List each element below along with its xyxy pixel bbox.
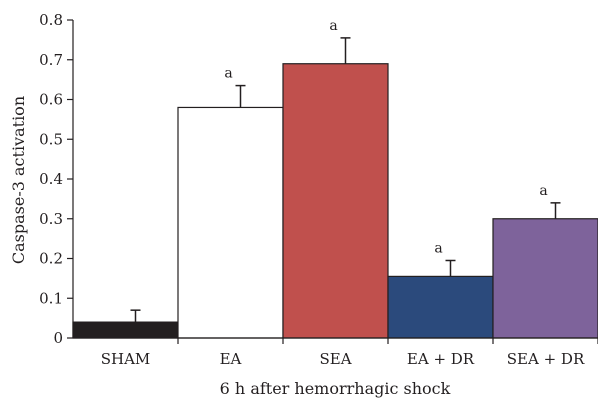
significance-label: a (224, 66, 232, 82)
significance-label: a (434, 240, 442, 256)
y-tick-label: 0.4 (39, 170, 63, 188)
y-tick-label: 0.3 (39, 210, 63, 228)
bar (177, 106, 284, 339)
x-axis-categories: SHAM EA SEA EA + DR SEA + DR (101, 338, 598, 368)
significance-label: a (539, 183, 547, 199)
x-category-label: SHAM (101, 350, 151, 368)
y-tick-label: 0.1 (39, 289, 63, 307)
x-category-label: EA (220, 350, 242, 368)
error-bars (130, 37, 561, 323)
significance-labels: a a a a (224, 18, 547, 257)
y-axis-title: Caspase-3 activation (9, 96, 28, 264)
y-tick-label: 0.8 (39, 11, 63, 29)
x-category-label: EA + DR (407, 350, 475, 368)
bar-series (72, 63, 598, 339)
significance-label: a (329, 18, 337, 34)
x-category-label: SEA + DR (507, 350, 585, 368)
bar (282, 63, 389, 339)
bar (72, 321, 179, 339)
y-tick-label: 0.2 (39, 250, 63, 268)
bar (492, 218, 598, 339)
y-axis-ticks: 0 0.1 0.2 0.3 0.4 0.5 0.6 0.7 0.8 (39, 11, 73, 347)
y-tick-label: 0.5 (39, 130, 63, 148)
x-category-label: SEA (319, 350, 351, 368)
y-tick-label: 0.7 (39, 51, 63, 69)
y-tick-label: 0.6 (39, 91, 63, 109)
y-tick-label: 0 (53, 329, 63, 347)
x-axis-title: 6 h after hemorrhagic shock (220, 379, 451, 398)
bar (387, 275, 494, 339)
